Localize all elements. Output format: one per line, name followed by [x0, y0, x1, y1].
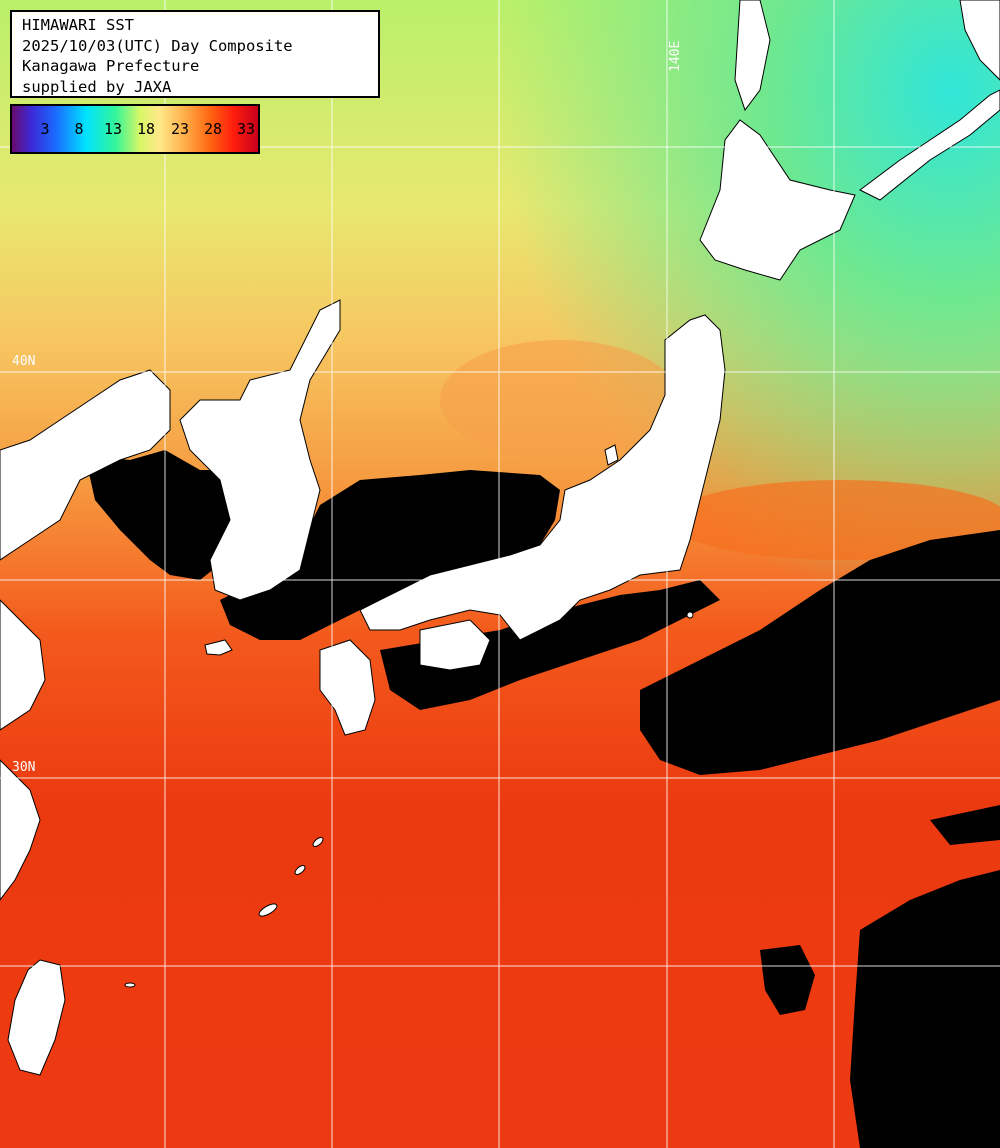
warm-band-east	[670, 480, 1000, 560]
legend-tick: 28	[203, 120, 223, 138]
title-line-product: HIMAWARI SST	[22, 16, 134, 34]
title-line-date: 2025/10/03(UTC) Day Composite	[22, 36, 293, 55]
title-line-credit: supplied by JAXA	[22, 77, 172, 96]
cloud-east-streak	[930, 805, 1000, 845]
land-noto	[604, 444, 619, 466]
island-ryukyu-3	[312, 837, 324, 847]
legend-tick: 18	[136, 120, 156, 138]
land-china-southcoast	[0, 759, 41, 901]
land-jeju	[204, 639, 233, 656]
island-sakishima	[124, 982, 136, 988]
land-honshu	[359, 314, 726, 641]
land-china-south	[0, 599, 46, 731]
land-taiwan	[7, 959, 66, 1076]
cloud-shikoku-south	[380, 580, 720, 710]
land-russia-north	[959, 0, 1000, 81]
warm-band-japan-sea	[440, 340, 680, 460]
grid-label-140e: 140E	[668, 40, 683, 72]
cloud-south-small	[760, 945, 815, 1015]
cloud-western-japan	[220, 470, 560, 640]
title-box: HIMAWARI SST 2025/10/03(UTC) Day Composi…	[10, 10, 380, 98]
land-sakhalin	[734, 0, 771, 112]
island-ryukyu-1	[258, 903, 278, 917]
land-shikoku	[419, 619, 491, 671]
legend-tick: 3	[40, 120, 50, 138]
island-izu	[686, 611, 694, 619]
cloud-southeast	[850, 870, 1000, 1148]
legend-tick: 33	[236, 120, 256, 138]
title-line-region: Kanagawa Prefecture	[22, 57, 200, 75]
island-ryukyu-2	[294, 865, 306, 875]
islands	[124, 611, 694, 988]
legend-tick: 8	[74, 120, 84, 138]
cloud-pacific-east	[640, 530, 1000, 775]
land-kyushu	[319, 639, 376, 736]
land-china-coast	[0, 369, 171, 561]
legend-tick: 13	[103, 120, 123, 138]
legend-tick: 23	[170, 120, 190, 138]
grid-label-40n: 40N	[12, 354, 36, 369]
temperature-color-scale: 3 8 13 18 23 28 33	[10, 104, 260, 154]
land	[0, 0, 1000, 1076]
land-hokkaido	[699, 119, 856, 281]
cloud-mask	[85, 450, 1000, 1148]
cloud-korea-strait	[85, 450, 240, 580]
grid-label-30n: 30N	[12, 760, 36, 775]
